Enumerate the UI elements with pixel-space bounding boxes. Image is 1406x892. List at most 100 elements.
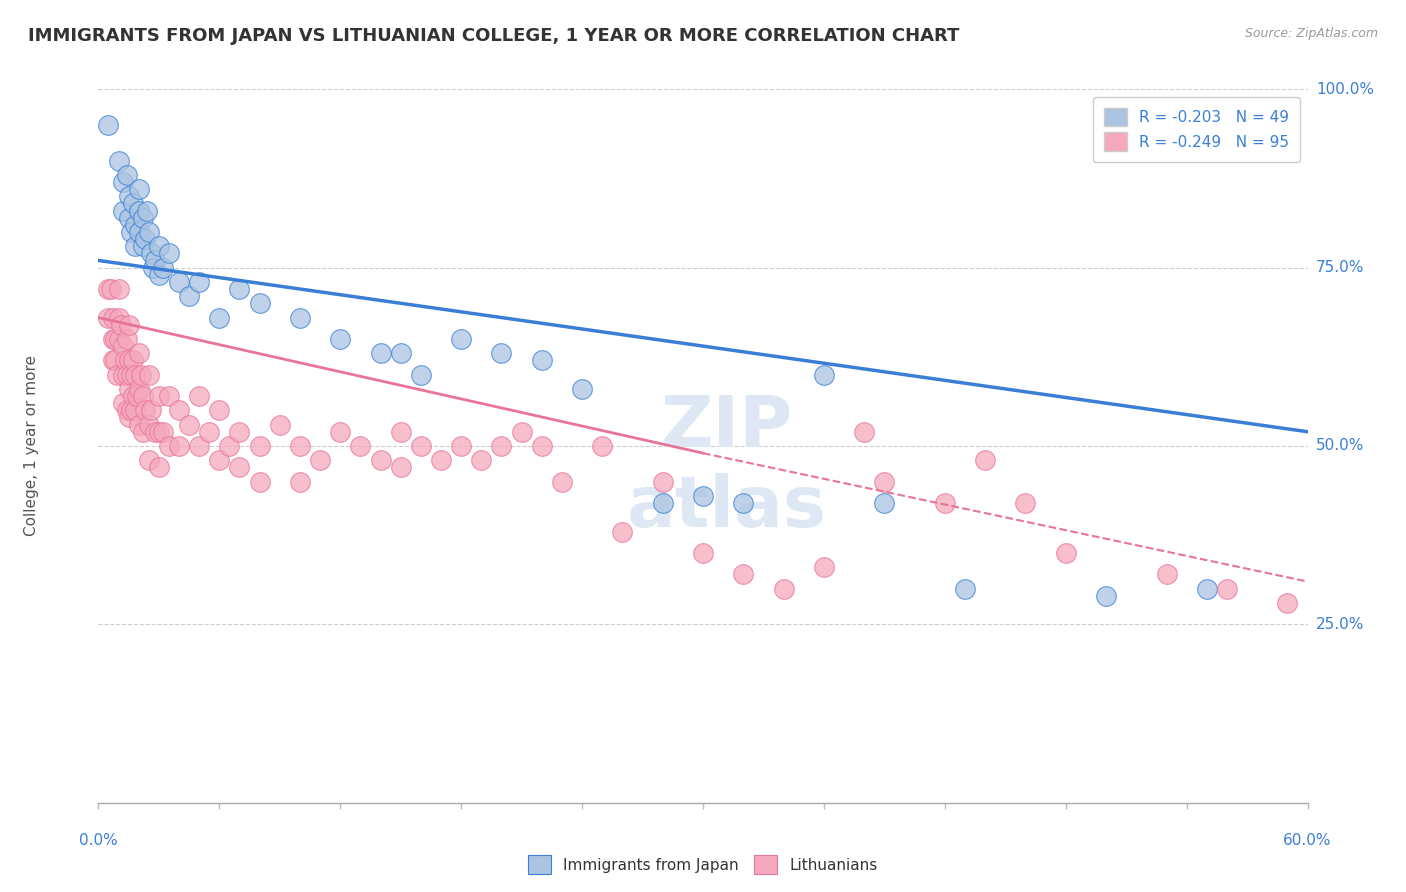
Point bbox=[188, 439, 211, 453]
Point bbox=[128, 182, 150, 196]
Point bbox=[139, 246, 162, 260]
Point bbox=[198, 425, 221, 439]
Point bbox=[692, 546, 714, 560]
Point bbox=[228, 425, 250, 439]
Point bbox=[389, 425, 412, 439]
Point bbox=[110, 318, 132, 332]
Point bbox=[124, 218, 146, 232]
Point bbox=[510, 425, 533, 439]
Point bbox=[148, 389, 170, 403]
Point bbox=[733, 496, 755, 510]
Point bbox=[1195, 582, 1218, 596]
Point bbox=[157, 439, 180, 453]
Point bbox=[530, 439, 553, 453]
Text: 100.0%: 100.0% bbox=[1316, 82, 1374, 96]
Point bbox=[612, 524, 634, 539]
Text: 0.0%: 0.0% bbox=[79, 833, 118, 848]
Point bbox=[188, 389, 211, 403]
Point bbox=[152, 425, 174, 439]
Point bbox=[167, 403, 190, 417]
Point bbox=[129, 368, 152, 382]
Point bbox=[125, 389, 148, 403]
Point bbox=[249, 296, 271, 310]
Point bbox=[530, 353, 553, 368]
Point bbox=[208, 453, 231, 467]
Point bbox=[128, 382, 150, 396]
Point bbox=[934, 496, 956, 510]
Point bbox=[873, 496, 896, 510]
Point bbox=[97, 118, 120, 132]
Point bbox=[111, 396, 134, 410]
Point bbox=[167, 275, 190, 289]
Point bbox=[148, 239, 170, 253]
Point bbox=[651, 496, 673, 510]
Point bbox=[111, 339, 134, 353]
Point bbox=[107, 282, 129, 296]
Point bbox=[329, 332, 352, 346]
Point bbox=[115, 403, 138, 417]
Point bbox=[107, 310, 129, 325]
Text: 75.0%: 75.0% bbox=[1316, 260, 1364, 275]
Point bbox=[120, 225, 142, 239]
Point bbox=[118, 318, 141, 332]
Point bbox=[157, 246, 180, 260]
Point bbox=[409, 368, 432, 382]
Point bbox=[1014, 496, 1036, 510]
Point bbox=[389, 460, 412, 475]
Point bbox=[128, 225, 150, 239]
Point bbox=[167, 439, 190, 453]
Point bbox=[228, 460, 250, 475]
Point bbox=[142, 260, 165, 275]
Point bbox=[107, 332, 129, 346]
Point bbox=[269, 417, 291, 432]
Point bbox=[249, 439, 271, 453]
Point bbox=[692, 489, 714, 503]
Point bbox=[157, 389, 180, 403]
Point bbox=[148, 268, 170, 282]
Point bbox=[114, 353, 136, 368]
Point bbox=[571, 382, 593, 396]
Point bbox=[132, 211, 155, 225]
Point bbox=[288, 439, 311, 453]
Text: Source: ZipAtlas.com: Source: ZipAtlas.com bbox=[1244, 27, 1378, 40]
Point bbox=[733, 567, 755, 582]
Point bbox=[128, 346, 150, 360]
Point bbox=[813, 368, 835, 382]
Point bbox=[121, 389, 143, 403]
Point bbox=[491, 346, 513, 360]
Point bbox=[138, 453, 160, 467]
Point bbox=[134, 232, 156, 246]
Point bbox=[121, 353, 143, 368]
Point bbox=[111, 368, 134, 382]
Point bbox=[208, 310, 231, 325]
Point bbox=[138, 417, 160, 432]
Point bbox=[138, 225, 160, 239]
Point bbox=[228, 282, 250, 296]
Point bbox=[591, 439, 613, 453]
Text: 60.0%: 60.0% bbox=[1284, 833, 1331, 848]
Point bbox=[551, 475, 574, 489]
Point bbox=[143, 253, 166, 268]
Point bbox=[450, 439, 472, 453]
Point bbox=[105, 368, 128, 382]
Point bbox=[124, 368, 146, 382]
Point bbox=[953, 582, 976, 596]
Point bbox=[772, 582, 794, 596]
Point bbox=[152, 260, 174, 275]
Point bbox=[651, 475, 673, 489]
Point bbox=[101, 310, 124, 325]
Point bbox=[370, 346, 392, 360]
Point bbox=[101, 332, 124, 346]
Point bbox=[124, 403, 146, 417]
Point bbox=[450, 332, 472, 346]
Point bbox=[132, 239, 155, 253]
Point bbox=[132, 425, 155, 439]
Legend: R = -0.203   N = 49, R = -0.249   N = 95: R = -0.203 N = 49, R = -0.249 N = 95 bbox=[1094, 97, 1301, 161]
Point bbox=[188, 275, 211, 289]
Point bbox=[370, 453, 392, 467]
Point bbox=[128, 417, 150, 432]
Point bbox=[329, 425, 352, 439]
Point bbox=[118, 382, 141, 396]
Point bbox=[118, 353, 141, 368]
Point bbox=[120, 368, 142, 382]
